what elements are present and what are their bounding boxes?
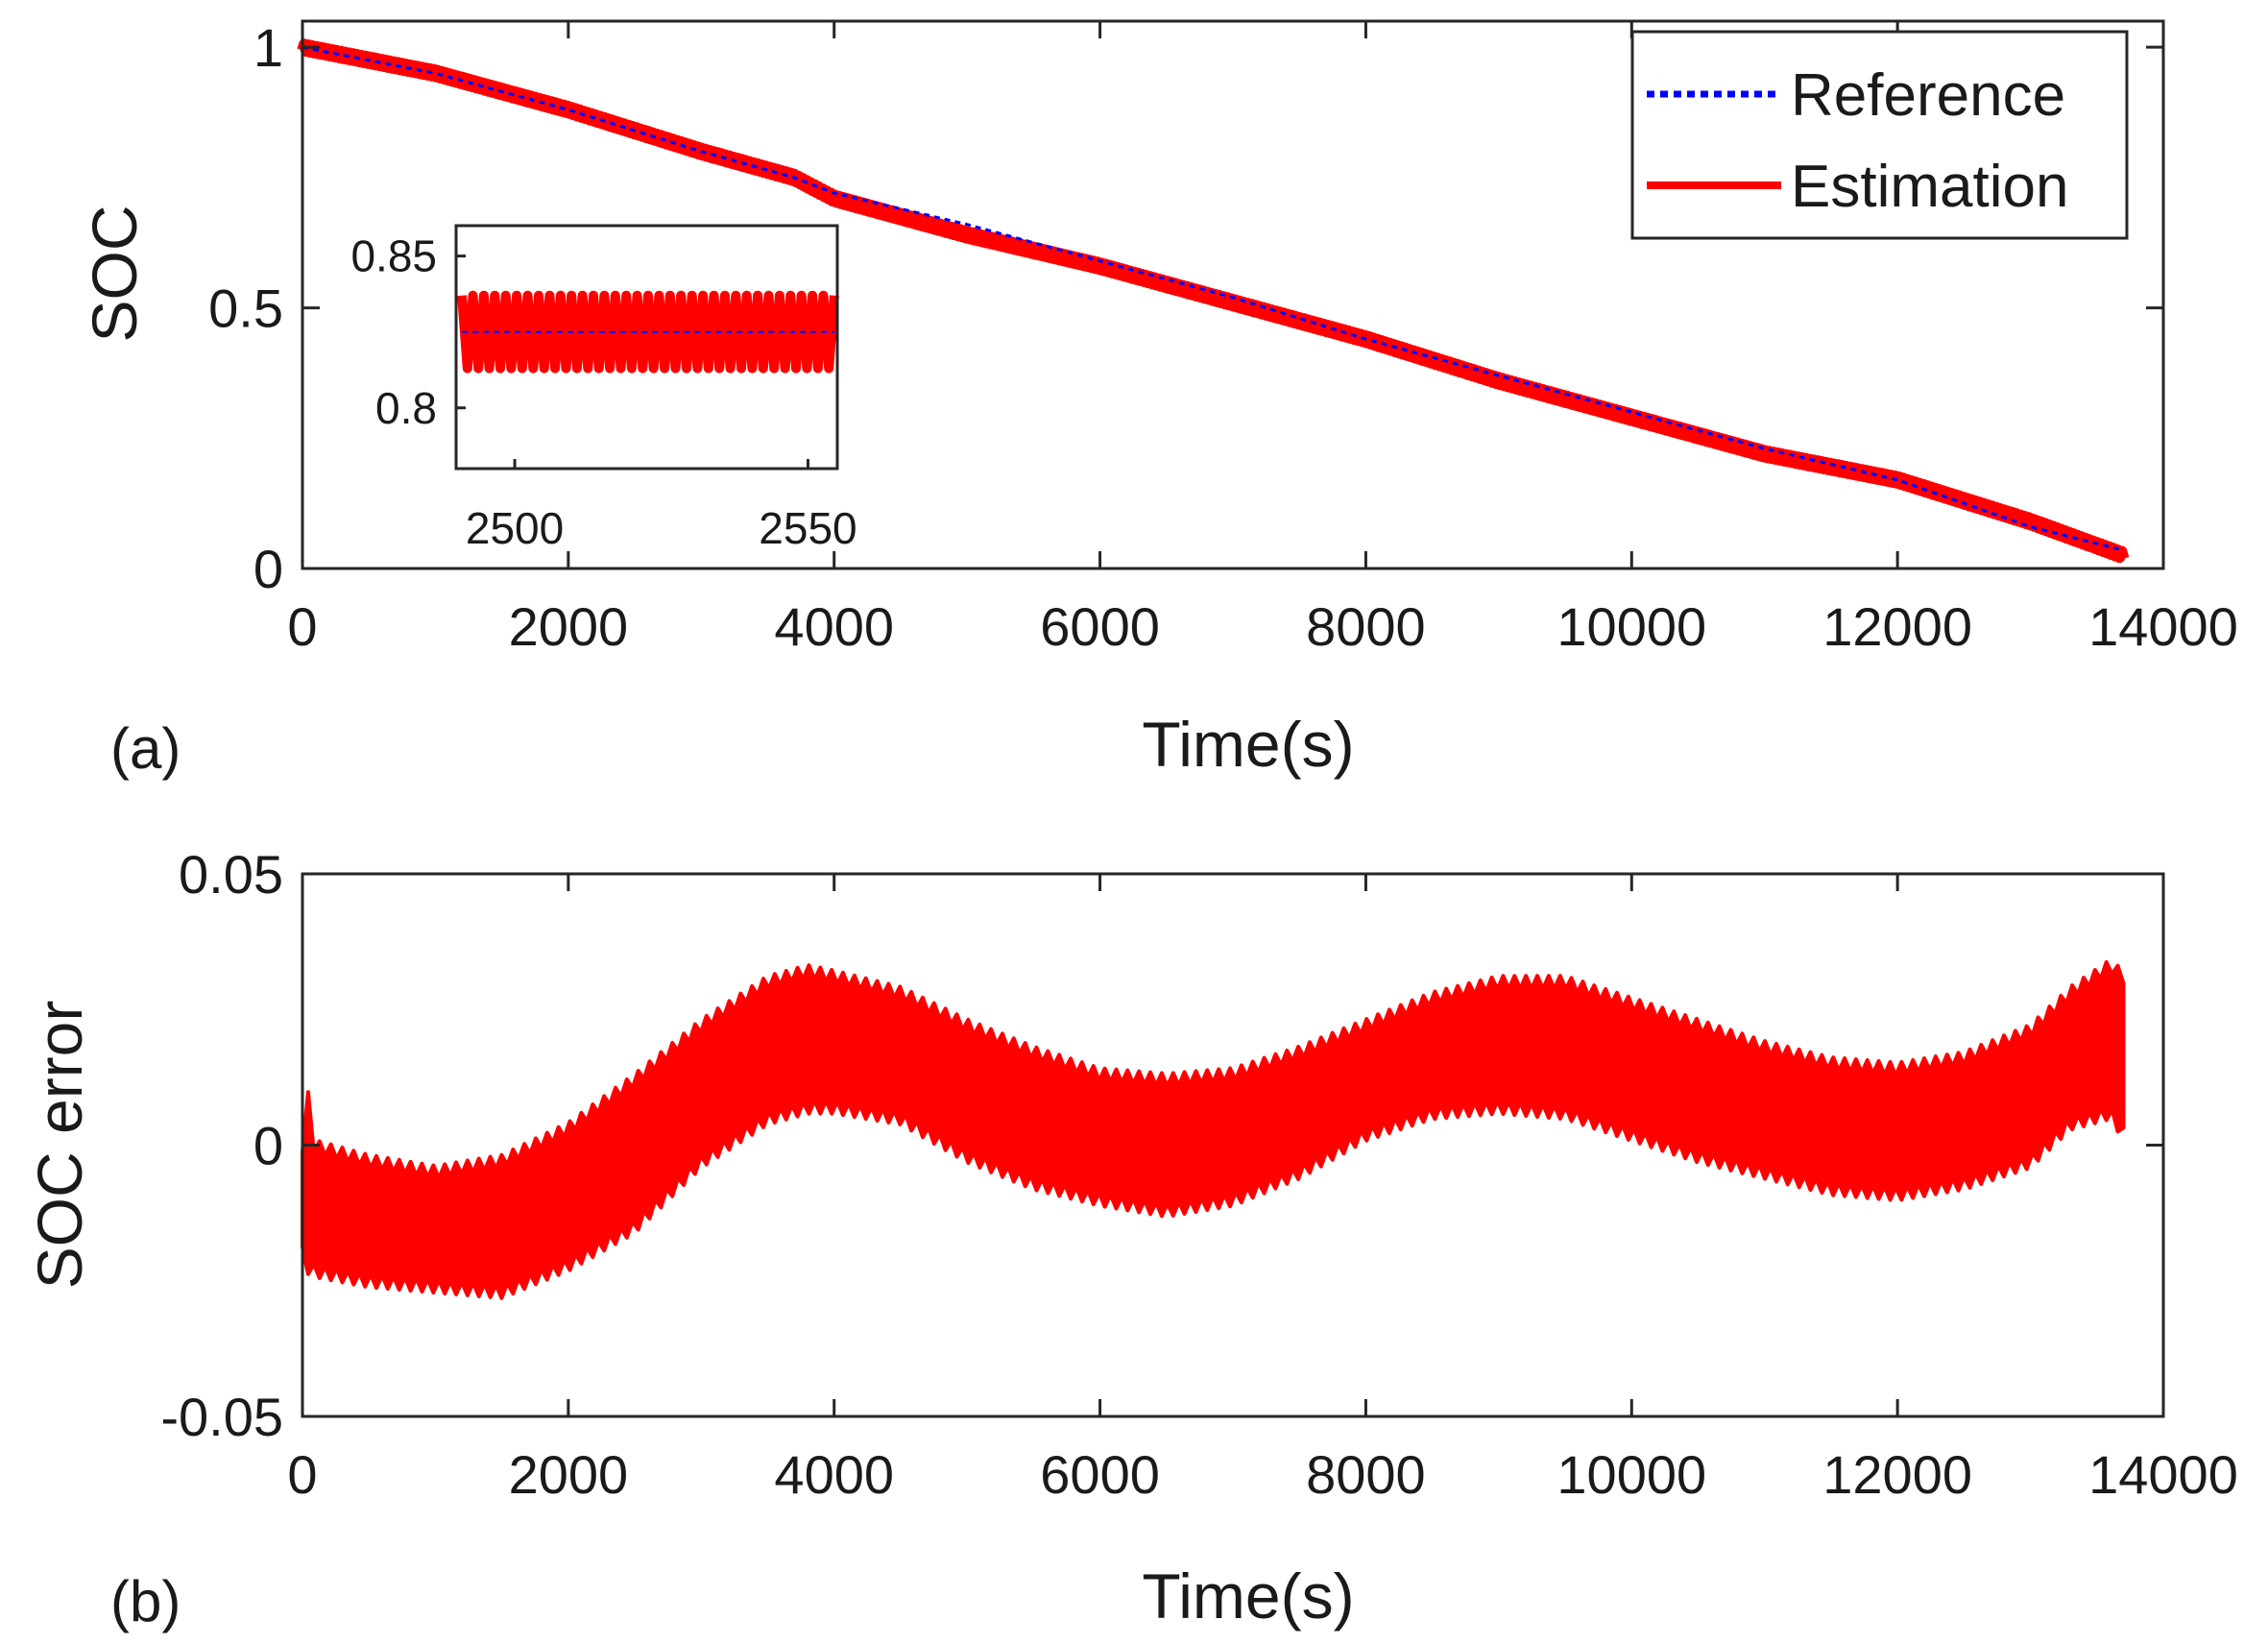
panel-a-xtick-label: 10000: [1556, 596, 1706, 657]
panel-b-xtick-label: 6000: [1040, 1444, 1160, 1505]
panel-b-xtick-label: 10000: [1556, 1444, 1706, 1505]
panel-a-xtick-label: 2000: [509, 596, 629, 657]
inset-estimation-line: [457, 290, 839, 374]
panel-b-plot-area: [301, 959, 2126, 1300]
legend-estimation-label: Estimation: [1791, 154, 2068, 220]
panel-a-xtick-label: 14000: [2088, 596, 2238, 657]
panel-b-xtick-label: 14000: [2088, 1444, 2238, 1505]
panel-b-ticks: 0 2000 4000 6000 8000 10000 12000 14000-0.0500.…: [160, 844, 2238, 1505]
panel-b-xlabel: Time(s): [1142, 1560, 1354, 1632]
inset-zoom: 2500 2550 0.8 0.85: [350, 224, 857, 553]
inset-frame: [454, 224, 839, 471]
inset-ytick-label: 0.85: [350, 231, 437, 281]
panel-a-label: (a): [110, 716, 181, 781]
panel-b-ytick-label: 0: [253, 1116, 283, 1176]
panel-a-ylabel: SOC: [79, 205, 150, 342]
panel-b-xtick-label: 2000: [509, 1444, 629, 1505]
panel-a-xtick-label: 12000: [1822, 596, 1972, 657]
panel-b-soc-error: 0 2000 4000 6000 8000 10000 12000 14000-0.0500.…: [24, 844, 2238, 1633]
panel-a-xtick-label: 4000: [774, 596, 894, 657]
reference-series-line: [302, 45, 2124, 552]
panel-a-plot-area: [297, 38, 2130, 564]
panel-b-ylabel: SOC error: [24, 1001, 95, 1290]
panel-b-ytick-label: 0.05: [179, 844, 283, 905]
inset-xtick-label: 2500: [466, 503, 564, 553]
legend: Reference Estimation: [1630, 30, 2129, 240]
estimation-series-line: [297, 38, 2130, 564]
panel-b-label: (b): [110, 1569, 181, 1633]
panel-a-xtick-label: 0: [287, 596, 317, 657]
panel-a-ticks: 0 2000 4000 6000 8000 10000 12000 14000 0 0.5 1: [208, 17, 2238, 657]
panel-b-xtick-label: 4000: [774, 1444, 894, 1505]
inset-xtick-label: 2550: [759, 503, 857, 553]
inset-ticks: 2500 2550 0.8 0.85: [350, 231, 857, 553]
panel-b-ytick-label: -0.05: [160, 1387, 283, 1447]
panel-b-xtick-label: 8000: [1306, 1444, 1426, 1505]
inset-ytick-label: 0.8: [375, 383, 437, 433]
panel-a-frame: [301, 19, 2165, 570]
panel-a-xlabel: Time(s): [1142, 709, 1354, 780]
panel-a-xtick-label: 6000: [1040, 596, 1160, 657]
panel-a-ytick-label: 0: [253, 539, 283, 599]
panel-a-ytick-label: 1: [253, 17, 283, 78]
legend-box: [1630, 30, 2129, 240]
soc-error-band: [301, 959, 2126, 1300]
legend-reference-label: Reference: [1791, 62, 2065, 129]
panel-a-ytick-label: 0.5: [208, 278, 283, 339]
inset-plot-area: [457, 290, 839, 374]
panel-a-xtick-label: 8000: [1306, 596, 1426, 657]
panel-b-xtick-label: 0: [287, 1444, 317, 1505]
panel-b-xtick-label: 12000: [1822, 1444, 1972, 1505]
